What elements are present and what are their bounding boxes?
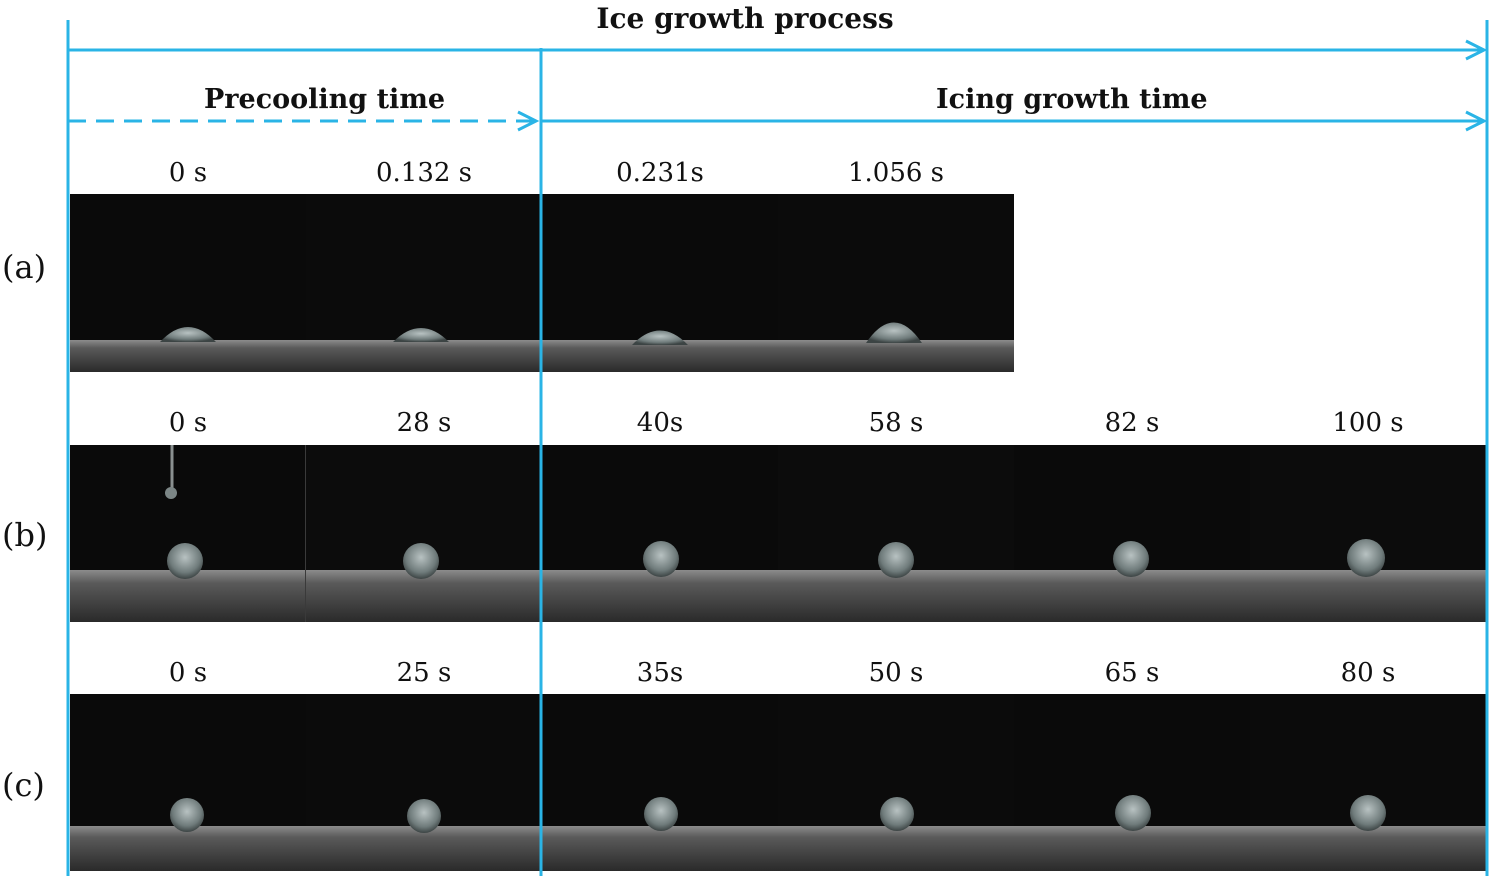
time-label-c-6: 80 s	[1340, 658, 1396, 688]
timeline-arrows	[66, 20, 1489, 876]
row-b-frames	[70, 445, 1486, 622]
time-label-c-5: 65 s	[1104, 658, 1160, 688]
droplet-c-6	[1350, 795, 1386, 831]
row-label-c: (c)	[2, 766, 45, 804]
droplet-a-3	[632, 330, 688, 345]
figure-title: Ice growth process	[596, 2, 894, 35]
time-label-c-2: 25 s	[396, 658, 452, 688]
row-label-b: (b)	[2, 516, 48, 554]
droplet-b-1	[167, 543, 203, 579]
droplet-b-6	[1347, 539, 1385, 577]
droplet-a-2	[393, 328, 449, 342]
droplet-c-4	[880, 797, 914, 831]
droplet-c-5	[1115, 795, 1151, 831]
droplet-a-4	[866, 322, 922, 343]
row-label-a: (a)	[2, 248, 47, 286]
time-label-a-1: 0 s	[168, 158, 208, 188]
time-label-c-4: 50 s	[868, 658, 924, 688]
droplet-c-1	[170, 798, 204, 832]
time-label-c-1: 0 s	[168, 658, 208, 688]
time-label-b-6: 100 s	[1332, 408, 1404, 438]
droplet-a-1	[160, 327, 216, 342]
droplet-c-2	[407, 799, 441, 833]
time-label-a-2: 0.132 s	[375, 158, 473, 188]
time-label-b-1: 0 s	[168, 408, 208, 438]
time-label-b-3: 40s	[636, 408, 684, 438]
row-a-frames	[70, 194, 1014, 372]
time-label-b-2: 28 s	[396, 408, 452, 438]
droplet-b-5	[1113, 541, 1149, 577]
droplet-c-3	[644, 797, 678, 831]
precooling-time-label: Precooling time	[204, 84, 446, 115]
time-label-b-5: 82 s	[1104, 408, 1160, 438]
droplet-b-3	[643, 541, 679, 577]
row-c-frames	[70, 694, 1486, 871]
time-label-c-3: 35s	[636, 658, 684, 688]
droplet-b-4	[878, 542, 914, 578]
time-label-a-3: 0.231s	[616, 158, 704, 188]
icing-growth-time-label: Icing growth time	[936, 84, 1208, 115]
droplet-b-2	[403, 543, 439, 579]
time-label-b-4: 58 s	[868, 408, 924, 438]
time-label-a-4: 1.056 s	[847, 158, 945, 188]
